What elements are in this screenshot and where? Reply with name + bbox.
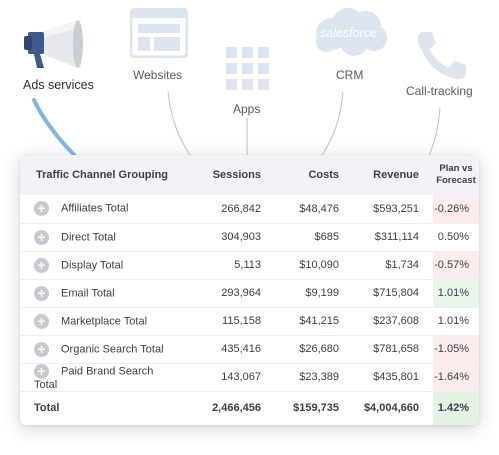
- expand-plus-icon[interactable]: +: [34, 313, 49, 329]
- column-header-plan-vs-forecast[interactable]: Plan vs Forecast: [433, 155, 479, 195]
- traffic-table: Traffic Channel Grouping Sessions Costs …: [20, 155, 479, 425]
- cell-revenue: $1,734: [353, 251, 433, 280]
- row-label: Organic Search Total: [61, 343, 164, 355]
- expand-plus-icon[interactable]: +: [34, 201, 49, 217]
- cell-revenue: $593,251: [353, 195, 433, 224]
- salesforce-logo-text: salesforce: [320, 26, 377, 40]
- cell-sessions: 435,416: [192, 335, 275, 364]
- app-grid-icon: [226, 47, 269, 90]
- cell-costs: $10,090: [275, 251, 353, 280]
- cell-plan-vs-forecast: -0.57%: [433, 251, 479, 280]
- cell-plan-vs-forecast: -1.64%: [433, 363, 479, 392]
- cell-costs: $685: [275, 223, 353, 252]
- cell-sessions: 115,158: [192, 307, 275, 336]
- megaphone-icon: [24, 20, 83, 68]
- cell-plan-vs-forecast: 1.01%: [433, 279, 479, 308]
- row-label: Marketplace Total: [61, 315, 148, 327]
- traffic-table-card: Traffic Channel Grouping Sessions Costs …: [20, 155, 479, 425]
- cell-sessions: 266,842: [192, 195, 275, 224]
- expand-plus-icon[interactable]: +: [34, 257, 49, 273]
- row-label: Email Total: [61, 287, 115, 299]
- cell-sessions: 304,903: [192, 223, 275, 252]
- cell-costs: $9,199: [275, 279, 353, 308]
- cell-costs: $23,389: [275, 363, 353, 392]
- source-label-ads: Ads services: [23, 78, 94, 92]
- table-row: + Display Total 5,113 $10,090 $1,734 -0.5…: [20, 251, 479, 280]
- cell-sessions: 143,067: [192, 363, 275, 392]
- row-label: Direct Total: [61, 231, 116, 243]
- cell-costs: $26,680: [275, 335, 353, 364]
- table-row: + Paid Brand Search Total 143,067 $23,389…: [20, 363, 479, 392]
- expand-plus-icon[interactable]: +: [34, 285, 49, 301]
- plan-header-line1: Plan vs: [439, 163, 473, 174]
- cell-revenue: $781,658: [353, 335, 433, 364]
- phone-icon: [417, 32, 466, 79]
- table-row: + Affiliates Total 266,842 $48,476 $593,2…: [20, 195, 479, 224]
- source-label-call-tracking: Call-tracking: [406, 84, 473, 98]
- row-label: Paid Brand Search Total: [34, 365, 154, 391]
- salesforce-cloud-icon: [316, 8, 387, 56]
- total-costs: $159,735: [293, 402, 339, 415]
- cell-revenue: $715,804: [353, 279, 433, 308]
- source-label-crm: CRM: [336, 68, 364, 82]
- row-label: Display Total: [61, 259, 124, 271]
- row-label: Affiliates Total: [61, 202, 129, 215]
- table-row: + Email Total 293,964 $9,199 $715,804 1.0…: [20, 279, 479, 308]
- column-header-channel[interactable]: Traffic Channel Grouping: [36, 169, 169, 181]
- cell-costs: $41,215: [275, 307, 353, 336]
- total-label: Total: [34, 402, 60, 415]
- cell-plan-vs-forecast: -1.05%: [433, 335, 479, 364]
- websites-connector: [167, 91, 193, 159]
- total-sessions: 2,466,456: [212, 402, 261, 415]
- plan-header-line2: Forecast: [436, 175, 476, 186]
- expand-plus-icon[interactable]: +: [34, 229, 49, 245]
- cell-costs: $48,476: [275, 195, 353, 224]
- table-total-row: Total 2,466,456 $159,735 $4,004,660 1.42…: [20, 391, 479, 425]
- table-row: + Organic Search Total 435,416 $26,680 $7…: [20, 335, 479, 364]
- cell-plan-vs-forecast: -0.26%: [433, 195, 479, 224]
- data-sources-diagram: Ads services Websites Apps salesforce CR: [0, 0, 499, 170]
- cell-sessions: 5,113: [192, 251, 275, 280]
- cell-revenue: $311,114: [353, 223, 433, 252]
- source-label-websites: Websites: [133, 68, 183, 82]
- table-header-row: Traffic Channel Grouping Sessions Costs …: [20, 155, 479, 195]
- crm-connector: [319, 91, 344, 159]
- call-connector: [427, 107, 441, 159]
- expand-plus-icon[interactable]: +: [34, 363, 49, 379]
- total-revenue: $4,004,660: [363, 402, 419, 415]
- cell-plan-vs-forecast: 0.50%: [433, 223, 479, 252]
- column-header-sessions[interactable]: Sessions: [212, 169, 261, 181]
- browser-window-icon: [130, 8, 188, 58]
- cell-plan-vs-forecast: 1.01%: [433, 307, 479, 336]
- table-row: + Direct Total 304,903 $685 $311,114 0.50…: [20, 223, 479, 252]
- total-plan-vs-forecast: 1.42%: [433, 391, 479, 425]
- cell-sessions: 293,964: [192, 279, 275, 308]
- column-header-costs[interactable]: Costs: [308, 169, 339, 181]
- cell-revenue: $237,608: [353, 307, 433, 336]
- cell-revenue: $435,801: [353, 363, 433, 392]
- column-header-revenue[interactable]: Revenue: [373, 169, 419, 181]
- expand-plus-icon[interactable]: +: [34, 341, 49, 357]
- source-label-apps: Apps: [233, 102, 261, 116]
- table-row: + Marketplace Total 115,158 $41,215 $237,…: [20, 307, 479, 336]
